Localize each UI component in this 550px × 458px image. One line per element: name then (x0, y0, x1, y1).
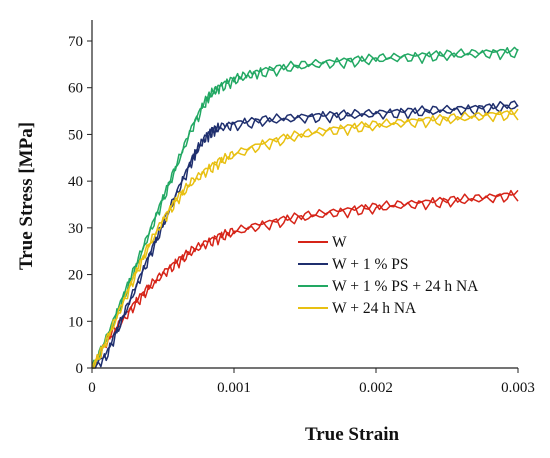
legend-label-w: W (332, 234, 347, 251)
legend-label-w-1-ps-24-h-na: W + 1 % PS + 24 h NA (332, 278, 479, 295)
y-tick-label: 40 (68, 174, 83, 190)
x-axis-title: True Strain (305, 424, 400, 445)
series-line-w (91, 189, 519, 369)
y-tick-label: 50 (68, 127, 83, 143)
legend-label-w-1-ps: W + 1 % PS (332, 256, 409, 273)
y-tick-label: 70 (68, 34, 83, 50)
legend: W W + 1 % PS W + 1 % PS + 24 h NA W + 24 h … (298, 234, 479, 317)
y-ticks: 0 10 20 30 40 50 60 70 (68, 34, 92, 377)
y-axis-title: True Stress [MPa] (16, 122, 37, 270)
x-tick-label: 0 (88, 380, 96, 396)
x-ticks: 0 0.001 0.002 0.003 (88, 368, 535, 396)
x-tick-label: 0.001 (217, 380, 251, 396)
y-tick-label: 20 (68, 268, 83, 284)
series-layer (91, 46, 519, 369)
legend-label-w-24-h-na: W + 24 h NA (332, 300, 417, 317)
series-line-w-1-ps (92, 102, 519, 369)
y-tick-label: 60 (68, 81, 83, 97)
series-line-w-24-h-na (92, 108, 519, 369)
y-tick-label: 10 (68, 314, 83, 330)
x-tick-label: 0.002 (359, 380, 393, 396)
series-line-w-1-ps-24-h-na (91, 46, 519, 369)
y-tick-label: 0 (76, 361, 84, 377)
series-line-w-1-ps-24-h-na (92, 47, 519, 369)
x-tick-label: 0.003 (501, 380, 535, 396)
series-line-w (92, 189, 519, 369)
y-tick-label: 30 (68, 221, 83, 237)
